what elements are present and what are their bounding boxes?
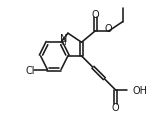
Text: Cl: Cl <box>25 65 34 75</box>
Text: O: O <box>112 102 120 112</box>
Text: N: N <box>60 34 67 44</box>
Text: H: H <box>61 38 66 47</box>
Text: OH: OH <box>132 85 147 95</box>
Text: O: O <box>105 24 112 34</box>
Text: O: O <box>91 10 99 20</box>
